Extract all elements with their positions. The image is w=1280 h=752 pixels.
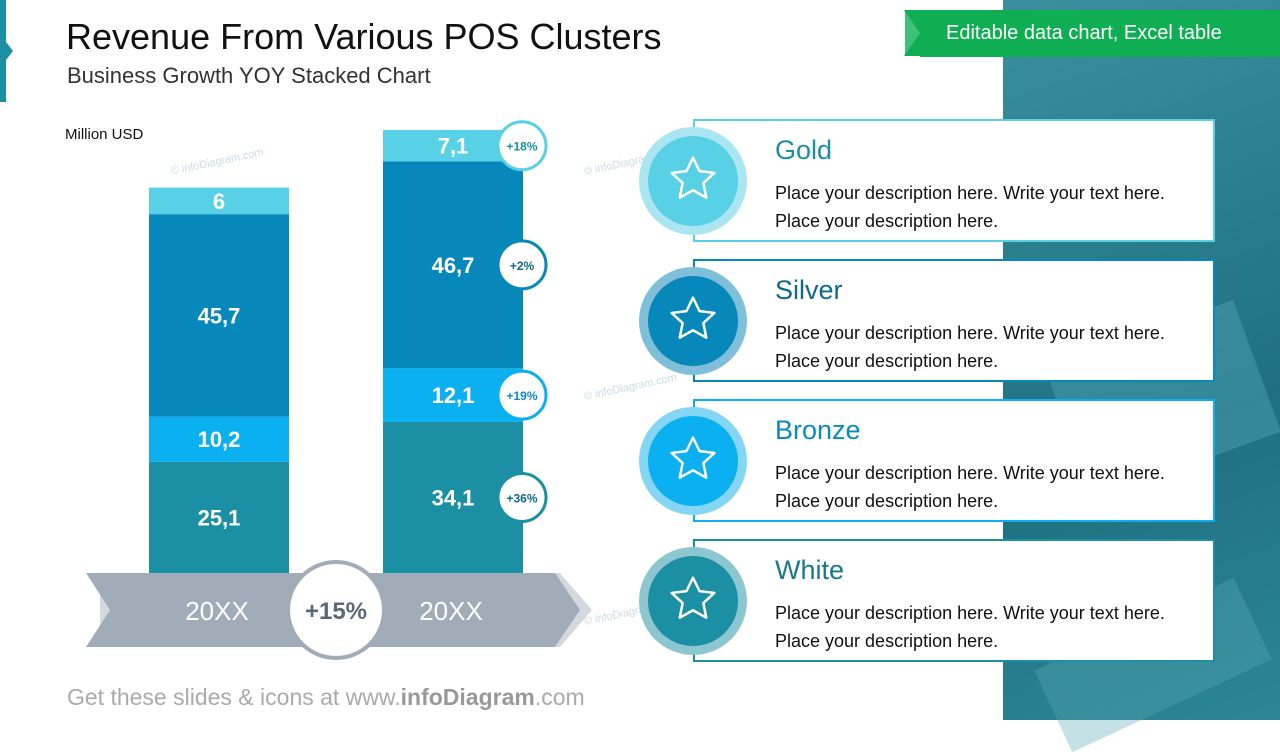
footer: Get these slides & icons at www.infoDiag… bbox=[67, 684, 585, 711]
page-title: Revenue From Various POS Clusters bbox=[66, 16, 662, 57]
data-label: 25,1 bbox=[198, 505, 241, 530]
legend-description: Place your description here. Write your … bbox=[775, 323, 1165, 371]
total-growth-label: +15% bbox=[305, 598, 367, 625]
data-label: 45,7 bbox=[198, 303, 241, 328]
stacked-bar-chart: 25,1 10,2 45,7 6 20XX 34,1 +36% 12,1 +19% 46,7 +2%… bbox=[86, 120, 678, 660]
accent-bar bbox=[0, 0, 13, 102]
footer-prefix: Get these slides & icons at www. bbox=[67, 684, 401, 710]
growth-label: +18% bbox=[506, 140, 537, 154]
growth-label: +36% bbox=[506, 491, 537, 505]
data-label: 7,1 bbox=[438, 134, 469, 159]
category-label: 20XX bbox=[419, 596, 483, 626]
data-label: 12,1 bbox=[432, 383, 475, 408]
data-label: 6 bbox=[213, 189, 225, 214]
data-label: 46,7 bbox=[432, 253, 475, 278]
bar-segment-bronze bbox=[149, 416, 289, 462]
growth-label: +19% bbox=[506, 389, 537, 403]
bar-segment-silver bbox=[149, 214, 289, 417]
legend-title: Bronze bbox=[775, 415, 861, 445]
legend-card-white: White Place your description here. Write … bbox=[693, 539, 1215, 662]
y-axis-label: Million USD bbox=[65, 126, 144, 143]
star-icon bbox=[670, 296, 716, 339]
star-icon bbox=[670, 436, 716, 479]
legend-description: Place your description here. Write your … bbox=[775, 603, 1165, 651]
legend-title: White bbox=[775, 555, 845, 585]
legend-card-silver: Silver Place your description here. Write… bbox=[693, 259, 1215, 382]
footer-suffix: .com bbox=[534, 684, 585, 710]
total-growth-badge bbox=[286, 560, 386, 660]
legend-badge bbox=[639, 127, 747, 235]
category-label: 20XX bbox=[185, 596, 249, 626]
page-subtitle: Business Growth YOY Stacked Chart bbox=[67, 63, 431, 88]
legend-card-bronze: Bronze Place your description here. Write… bbox=[693, 399, 1215, 522]
growth-label: +2% bbox=[510, 259, 535, 273]
star-icon bbox=[670, 576, 716, 619]
legend-title: Silver bbox=[775, 275, 843, 305]
growth-badge bbox=[496, 239, 548, 291]
legend-card-gold: Gold Place your description here. Write y… bbox=[693, 119, 1215, 242]
bar-segment-white bbox=[149, 461, 289, 573]
legend-description: Place your description here. Write your … bbox=[775, 463, 1165, 511]
legend-badge bbox=[639, 407, 747, 515]
editable-banner: Editable data chart, Excel table bbox=[904, 10, 1280, 57]
legend-badge bbox=[639, 547, 747, 655]
legend-badge bbox=[639, 267, 747, 375]
star-icon bbox=[670, 156, 716, 199]
legend-description: Place your description here. Write your … bbox=[775, 183, 1165, 231]
growth-badge bbox=[496, 471, 548, 523]
data-label: 34,1 bbox=[432, 485, 475, 510]
growth-badge bbox=[496, 369, 548, 421]
bar-segment-gold bbox=[149, 187, 289, 215]
growth-badge bbox=[496, 120, 548, 172]
legend-title: Gold bbox=[775, 135, 833, 165]
watermark: © infoDiagram.com bbox=[583, 372, 678, 403]
footer-brand: infoDiagram bbox=[400, 684, 535, 710]
data-label: 10,2 bbox=[198, 427, 241, 452]
